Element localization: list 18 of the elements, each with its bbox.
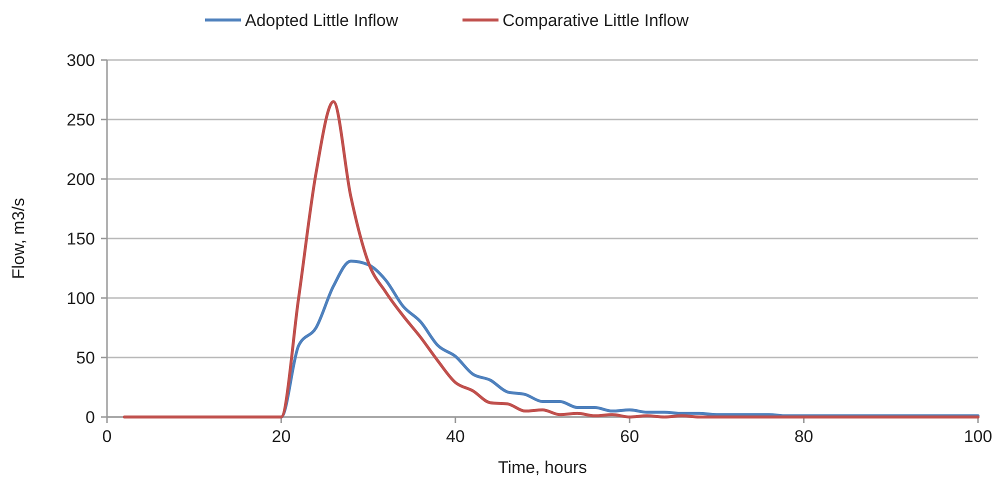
x-tick-label: 40: [446, 427, 465, 446]
y-tick-label: 50: [76, 348, 95, 368]
y-axis-title: Flow, m3/s: [9, 198, 28, 280]
y-tick-label: 0: [86, 408, 95, 427]
x-tick-label: 80: [794, 427, 814, 446]
x-tick-label: 20: [272, 427, 291, 446]
y-tick-label: 250: [66, 110, 95, 130]
x-tick-label: 0: [102, 427, 112, 446]
legend-label: Adopted Little Inflow: [245, 11, 399, 30]
y-tick-label: 100: [66, 289, 95, 308]
x-tick-label: 100: [964, 427, 992, 446]
x-tick-label: 60: [620, 427, 640, 446]
y-tick-label: 150: [66, 230, 95, 248]
legend-label: Comparative Little Inflow: [502, 11, 690, 30]
y-tick-label: 300: [66, 51, 95, 70]
line-series: [122, 100, 980, 418]
y-tick-label: 200: [66, 170, 95, 189]
x-axis-title: Time, hours: [498, 458, 588, 477]
